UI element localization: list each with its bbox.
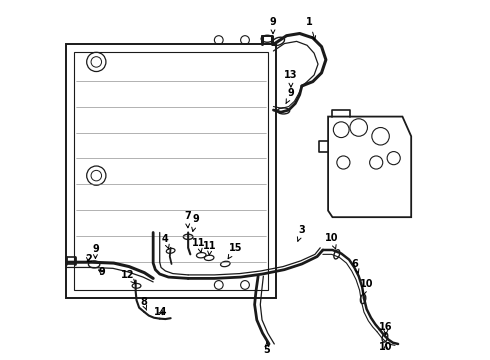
Text: 12: 12 (121, 270, 135, 283)
Text: 15: 15 (228, 243, 242, 259)
Text: 6: 6 (352, 259, 359, 273)
Bar (74, 52, 268, 290)
Text: 4: 4 (162, 234, 169, 249)
Bar (66, 44, 275, 298)
Text: 9: 9 (92, 244, 99, 258)
Text: 9: 9 (286, 89, 294, 104)
Text: 9: 9 (98, 267, 105, 277)
Text: 3: 3 (297, 225, 305, 241)
Text: 14: 14 (154, 307, 168, 317)
Text: 5: 5 (264, 342, 270, 355)
Text: 2: 2 (85, 254, 92, 264)
Text: 9: 9 (192, 214, 199, 231)
Text: 1: 1 (306, 17, 316, 40)
Text: 11: 11 (203, 242, 217, 255)
Text: 8: 8 (140, 297, 147, 310)
Text: 13: 13 (284, 70, 297, 87)
Text: 11: 11 (193, 238, 206, 252)
Text: 7: 7 (184, 211, 191, 228)
Text: 9: 9 (270, 17, 276, 34)
Text: 10: 10 (360, 279, 373, 295)
Text: 10: 10 (379, 342, 392, 352)
Text: 10: 10 (325, 233, 338, 249)
Text: 16: 16 (379, 321, 392, 334)
